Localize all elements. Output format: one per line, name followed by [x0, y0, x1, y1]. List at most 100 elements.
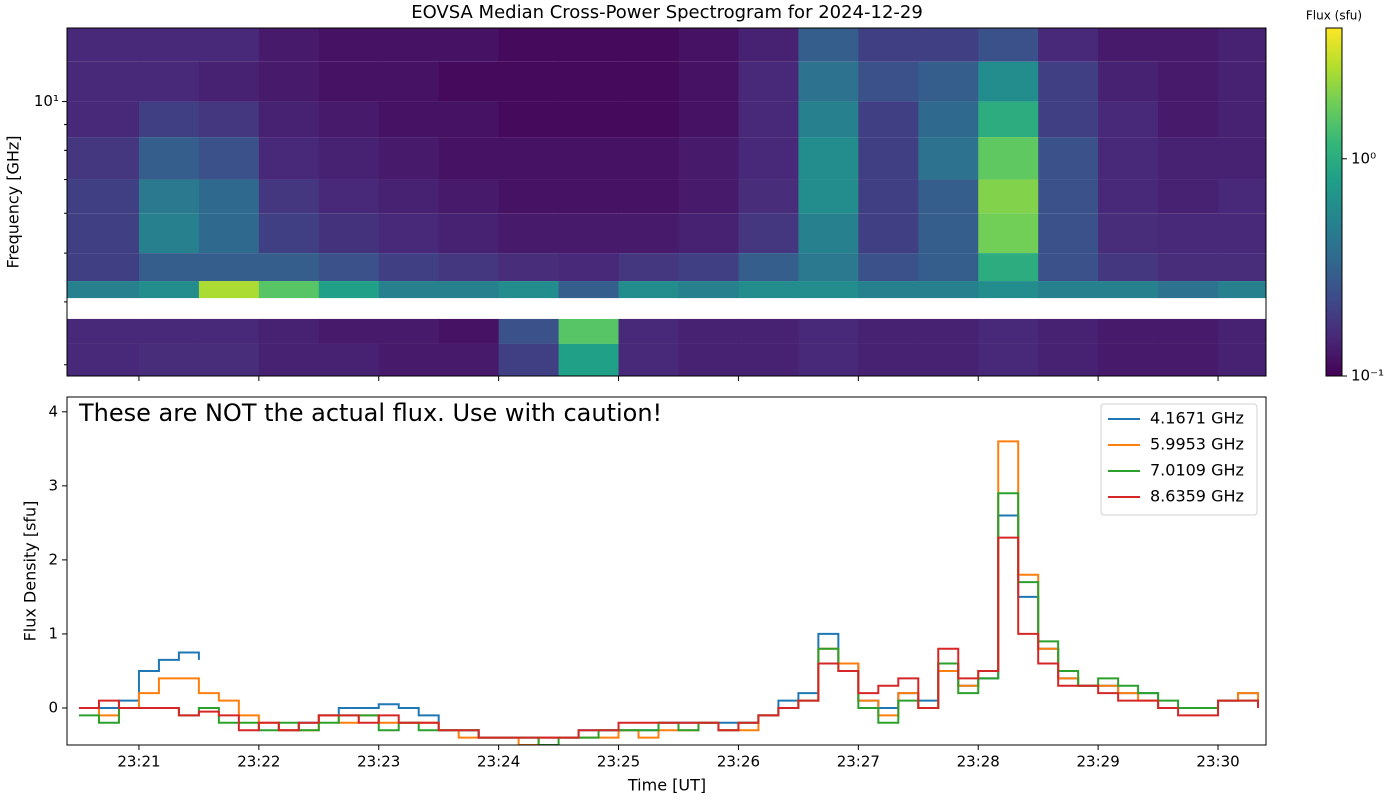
heat-cell	[498, 28, 560, 62]
heat-cell	[858, 343, 919, 376]
heat-cell	[138, 213, 200, 254]
legend-label: 5.9953 GHz	[1150, 435, 1244, 454]
heat-cell	[1098, 318, 1159, 344]
heat-cell	[318, 137, 380, 180]
heat-cell	[1218, 253, 1267, 282]
heat-cell	[558, 179, 620, 214]
heat-cell	[618, 253, 679, 282]
heat-cell	[1218, 318, 1267, 344]
heat-cell	[1218, 137, 1267, 180]
heat-cell	[558, 213, 620, 254]
heat-cell	[918, 101, 979, 138]
heat-cell	[1038, 101, 1099, 138]
heat-cell	[558, 61, 620, 102]
heat-cell	[1038, 281, 1099, 299]
heat-cell	[138, 28, 200, 62]
heat-cell	[438, 318, 500, 344]
y-axis-label: Flux Density [sfu]	[21, 501, 40, 642]
x-tick-label: 23:28	[957, 753, 1000, 771]
heat-cell	[1098, 61, 1159, 102]
heat-cell	[1158, 101, 1219, 138]
heat-cell	[138, 281, 200, 299]
y-tick-label: 4	[48, 402, 58, 420]
heat-cell	[738, 28, 799, 62]
heat-cell	[1098, 179, 1159, 214]
colorbar-label: Flux (sfu)	[1306, 9, 1362, 23]
heat-cell	[378, 213, 440, 254]
heat-cell	[1038, 179, 1099, 214]
heat-cell	[678, 318, 739, 344]
heat-cell	[138, 101, 200, 138]
heat-cell	[858, 101, 919, 138]
heat-cell	[438, 253, 500, 282]
heat-cell	[198, 179, 260, 214]
heat-cell	[918, 28, 979, 62]
heat-cell	[378, 28, 440, 62]
heat-cell	[1158, 61, 1219, 102]
spectrogram	[67, 28, 1267, 376]
heat-cell	[1218, 179, 1267, 214]
plot-frame	[66, 396, 1267, 746]
heat-cell	[918, 61, 979, 102]
heat-cell	[198, 213, 260, 254]
x-tick-label: 23:26	[717, 753, 760, 771]
heat-cell	[618, 137, 679, 180]
heat-cell	[798, 28, 859, 62]
heat-cell	[858, 253, 919, 282]
heat-cell	[1098, 253, 1159, 282]
data-line	[78, 492, 1260, 745]
heat-cell	[618, 318, 679, 344]
heat-cell	[978, 179, 1039, 214]
heat-cell	[498, 101, 560, 138]
data-line	[78, 440, 1260, 745]
heat-cell	[318, 61, 380, 102]
heat-cell	[138, 137, 200, 180]
heat-cell	[498, 343, 560, 376]
x-tick-label: 23:24	[477, 753, 520, 771]
heat-cell	[858, 137, 919, 180]
heat-cell	[618, 343, 679, 376]
heat-cell	[67, 101, 140, 138]
heat-cell	[978, 253, 1039, 282]
legend-label: 4.1671 GHz	[1150, 409, 1244, 428]
heat-cell	[1038, 318, 1099, 344]
heat-cell	[1218, 281, 1267, 299]
heat-cell	[798, 318, 859, 344]
heat-cell	[67, 253, 140, 282]
heat-cell	[498, 137, 560, 180]
heat-cell	[318, 281, 380, 299]
heat-cell	[138, 61, 200, 102]
heat-cell	[618, 213, 679, 254]
heat-cell	[978, 281, 1039, 299]
x-tick-label: 23:29	[1077, 753, 1120, 771]
heat-cell	[918, 213, 979, 254]
plot-frame	[66, 27, 1267, 377]
heat-cell	[738, 281, 799, 299]
heat-cell	[378, 137, 440, 180]
heat-cell	[318, 28, 380, 62]
heat-cell	[1038, 253, 1099, 282]
y-tick-label: 10¹	[34, 92, 59, 110]
heat-cell	[738, 137, 799, 180]
heat-cell	[798, 137, 859, 180]
x-tick-label: 23:22	[237, 753, 280, 771]
heat-cell	[498, 179, 560, 214]
heat-cell	[978, 318, 1039, 344]
heat-cell	[618, 281, 679, 299]
heat-cell	[618, 179, 679, 214]
heat-cell	[918, 253, 979, 282]
heat-cell	[1098, 101, 1159, 138]
colorbar-tick-label: 10⁰	[1351, 149, 1376, 167]
heat-cell	[498, 281, 560, 299]
heat-cell	[438, 213, 500, 254]
colorbar-tick-label: 10⁻¹	[1351, 367, 1384, 385]
heat-cell	[1158, 253, 1219, 282]
heat-cell	[678, 61, 739, 102]
heat-cell	[1158, 213, 1219, 254]
data-line	[78, 536, 1260, 739]
heat-cell	[198, 137, 260, 180]
x-tick-label: 23:23	[357, 753, 400, 771]
heat-cell	[438, 28, 500, 62]
colorbar	[1325, 27, 1343, 377]
heat-cell	[678, 28, 739, 62]
